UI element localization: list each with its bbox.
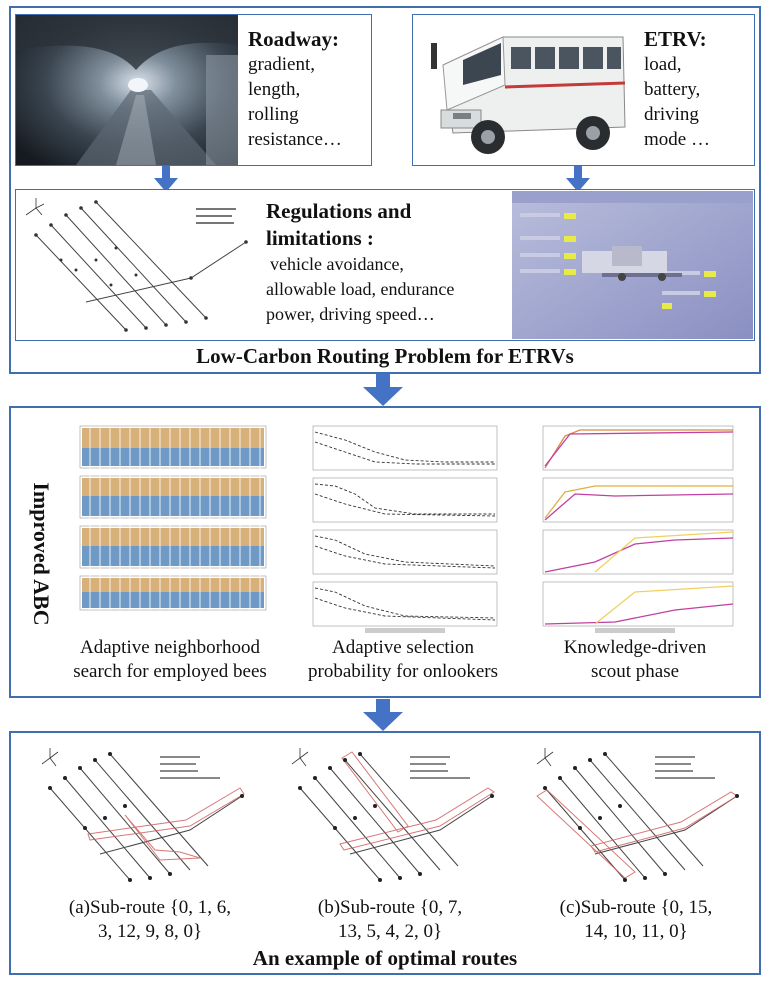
roadway-attr-4: resistance…: [248, 129, 342, 150]
etrv-photo: [413, 15, 635, 165]
route-caption-c: (c)Sub-route {0, 15, 14, 10, 11, 0}: [536, 896, 736, 944]
regulations-title-2: limitations :: [266, 226, 374, 250]
etrv-attr-2: battery,: [644, 79, 701, 100]
arrow-to-abc: [363, 374, 403, 406]
etrv-attr-3: driving: [644, 104, 699, 125]
optimal-routes-title: An example of optimal routes: [252, 946, 518, 970]
problem-section: [9, 6, 761, 374]
etrv-title: ETRV:: [644, 27, 707, 51]
caption-employed-1: Adaptive neighborhood: [80, 637, 260, 658]
arrow-etrv-down: [566, 166, 590, 192]
improved-abc-label: Improved ABC: [29, 482, 54, 626]
caption-scout-2: scout phase: [590, 661, 680, 682]
regulations-title-1: Regulations and: [266, 199, 412, 223]
regulations-text: Regulations and limitations : vehicle av…: [266, 198, 512, 327]
route-b-line-2: 13, 5, 4, 2, 0}: [337, 921, 443, 942]
optimal-routes-section: [9, 731, 761, 975]
onlookers-charts: [305, 422, 501, 634]
etrv-text: ETRV: load, battery, driving mode …: [644, 26, 754, 152]
route-plot-b: [280, 740, 500, 890]
route-plot-a: [30, 740, 250, 890]
route-a-line-2: 3, 12, 9, 8, 0}: [97, 921, 203, 942]
roadway-text: Roadway: gradient, length, rolling resis…: [248, 26, 370, 152]
route-c-line-2: 14, 10, 11, 0}: [584, 921, 688, 942]
roadway-attr-3: rolling: [248, 104, 299, 125]
employed-bees-caption: Adaptive neighborhood search for employe…: [40, 636, 300, 684]
caption-onlookers-2: probability for onlookers: [308, 661, 498, 682]
improved-abc-section: [9, 406, 761, 698]
regulation-item-2: allowable load, endurance: [266, 279, 455, 299]
roadway-network-plot: [16, 190, 256, 340]
caption-employed-2: search for employed bees: [73, 661, 267, 682]
route-a-line-1: (a)Sub-route {0, 1, 6,: [68, 897, 232, 918]
regulation-item-1: vehicle avoidance,: [270, 254, 404, 274]
onlookers-caption: Adaptive selection probability for onloo…: [275, 636, 531, 684]
simulation-screenshot: [512, 191, 753, 339]
roadway-attr-2: length,: [248, 79, 301, 100]
scout-caption: Knowledge-driven scout phase: [530, 636, 740, 684]
caption-scout-1: Knowledge-driven: [563, 637, 707, 658]
roadway-title: Roadway:: [248, 27, 340, 51]
route-b-line-1: (b)Sub-route {0, 7,: [317, 897, 463, 918]
scout-phase-charts: [535, 422, 735, 634]
problem-title: Low-Carbon Routing Problem for ETRVs: [196, 344, 574, 368]
route-c-line-1: (c)Sub-route {0, 15,: [559, 897, 713, 918]
route-caption-a: (a)Sub-route {0, 1, 6, 3, 12, 9, 8, 0}: [40, 896, 260, 944]
route-plot-c: [525, 740, 745, 890]
employed-bees-charts: [70, 422, 270, 614]
bar-chart-1: [79, 425, 267, 469]
regulation-item-3: power, driving speed…: [266, 304, 435, 324]
route-caption-b: (b)Sub-route {0, 7, 13, 5, 4, 2, 0}: [290, 896, 490, 944]
etrv-attr-4: mode …: [644, 129, 710, 150]
tunnel-photo: [16, 15, 238, 165]
arrow-roadway-down: [154, 166, 178, 192]
roadway-attr-1: gradient,: [248, 54, 316, 75]
caption-onlookers-1: Adaptive selection: [332, 637, 474, 658]
arrow-to-routes: [363, 699, 403, 731]
etrv-attr-1: load,: [644, 54, 682, 75]
